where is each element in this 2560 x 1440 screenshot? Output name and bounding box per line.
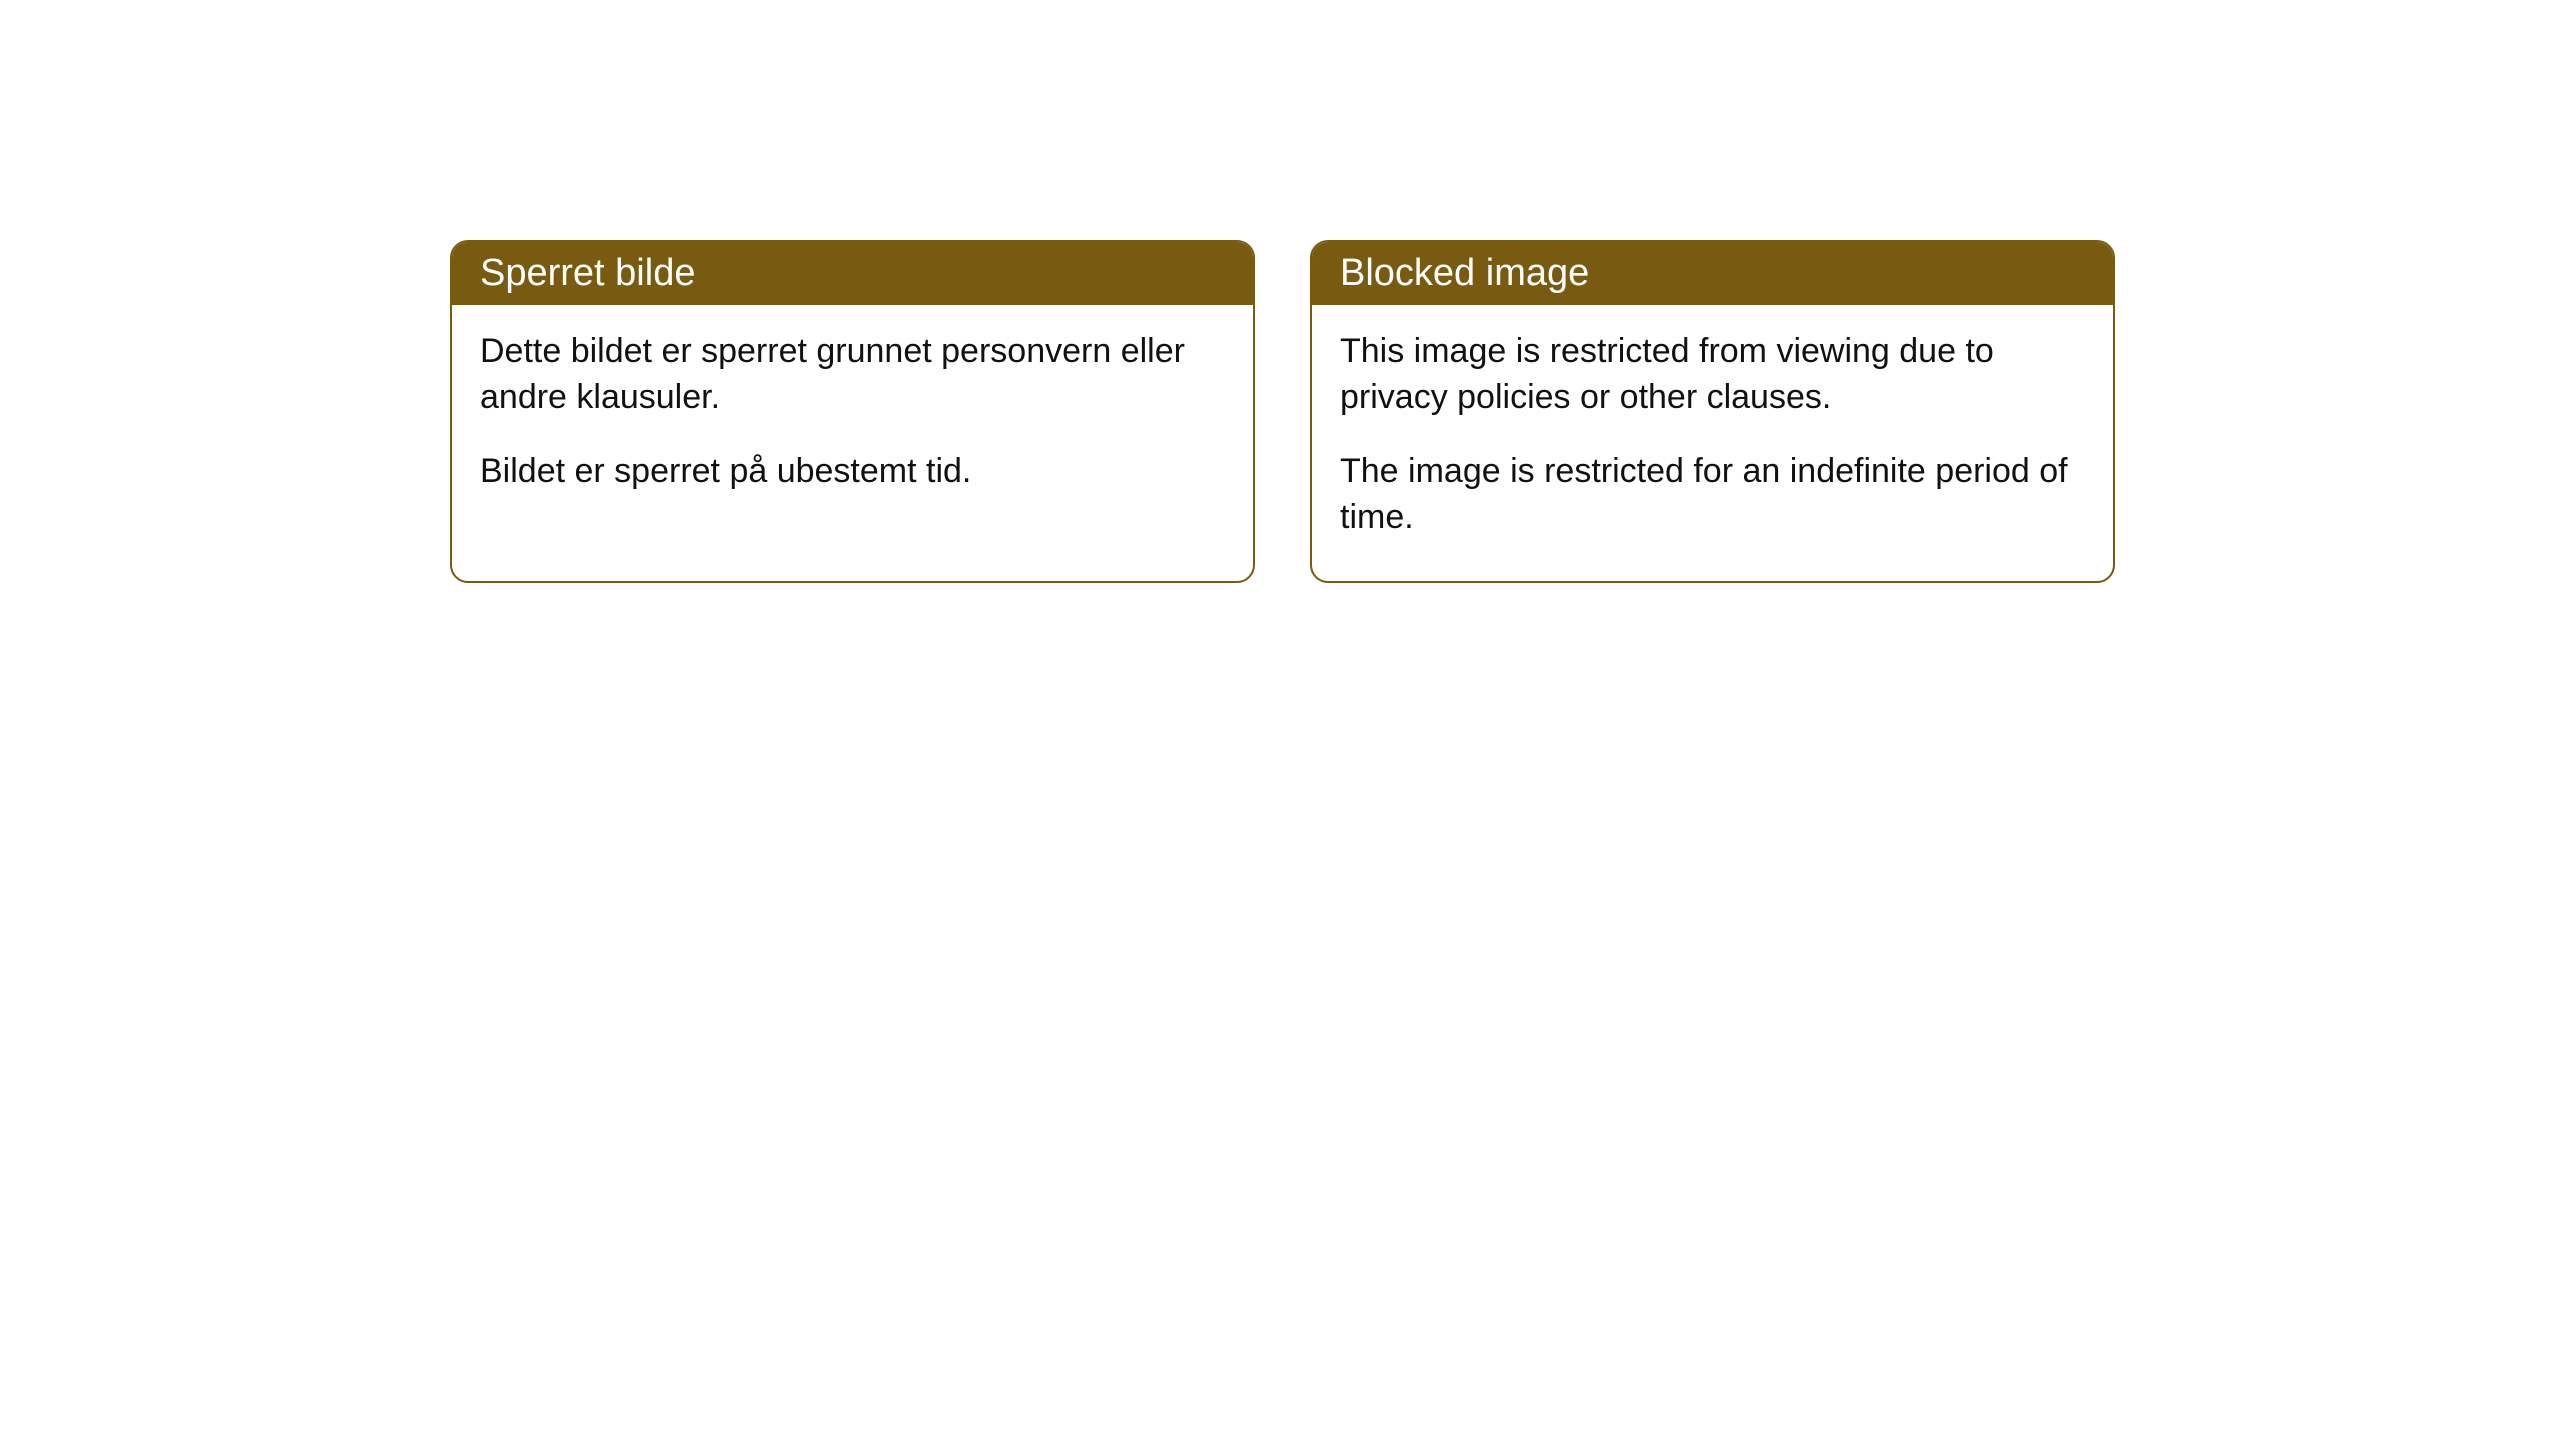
card-header-english: Blocked image bbox=[1312, 242, 2113, 305]
card-title: Sperret bilde bbox=[480, 252, 695, 294]
notice-card-english: Blocked image This image is restricted f… bbox=[1310, 240, 2115, 583]
notice-cards-container: Sperret bilde Dette bildet er sperret gr… bbox=[450, 240, 2560, 583]
card-paragraph: Dette bildet er sperret grunnet personve… bbox=[480, 329, 1225, 421]
card-paragraph: The image is restricted for an indefinit… bbox=[1340, 449, 2085, 541]
card-paragraph: This image is restricted from viewing du… bbox=[1340, 329, 2085, 421]
card-paragraph: Bildet er sperret på ubestemt tid. bbox=[480, 449, 1225, 495]
card-header-norwegian: Sperret bilde bbox=[452, 242, 1253, 305]
card-body-english: This image is restricted from viewing du… bbox=[1312, 305, 2113, 581]
card-title: Blocked image bbox=[1340, 252, 1589, 294]
notice-card-norwegian: Sperret bilde Dette bildet er sperret gr… bbox=[450, 240, 1255, 583]
card-body-norwegian: Dette bildet er sperret grunnet personve… bbox=[452, 305, 1253, 535]
